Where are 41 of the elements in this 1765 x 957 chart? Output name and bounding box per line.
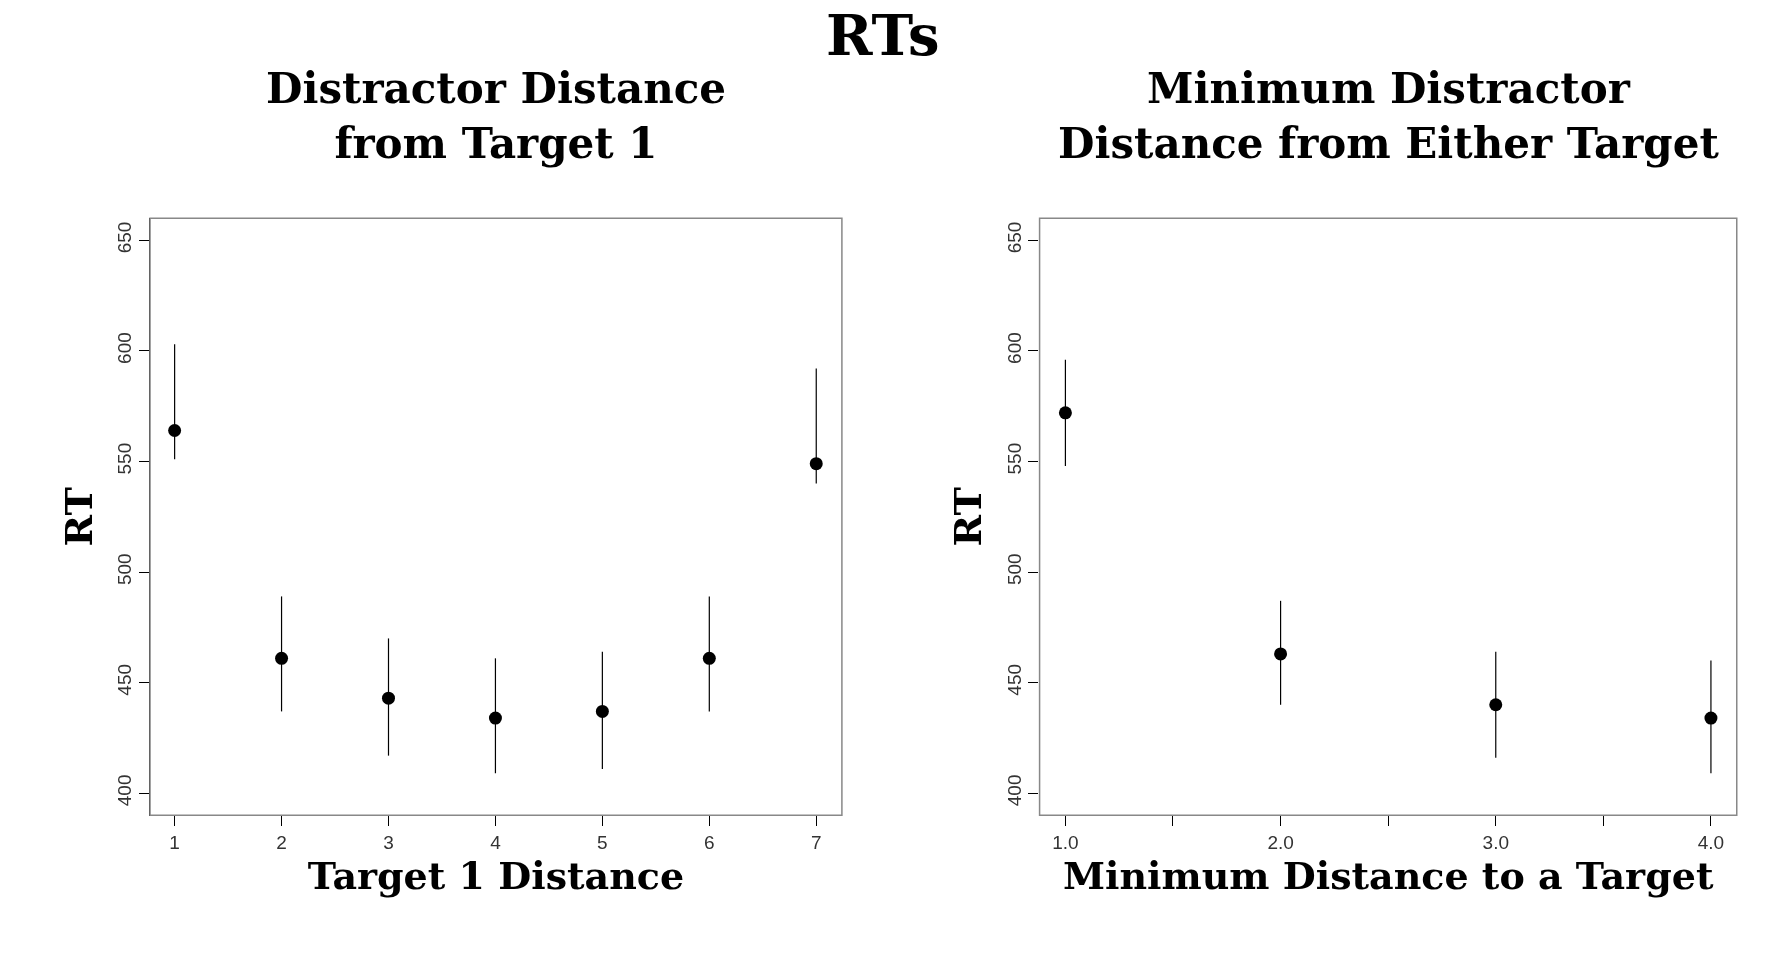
y-tick-label: 400 xyxy=(1003,774,1025,807)
x-tick-label: 7 xyxy=(810,832,822,854)
y-axis-title: RT xyxy=(55,487,101,547)
point xyxy=(702,651,716,665)
y-axis-title: RT xyxy=(945,487,991,547)
x-axis-title: Target 1 Distance xyxy=(307,853,685,899)
chart-title: Distractor Distance from Target 1 xyxy=(266,64,726,168)
x-tick-label: 4 xyxy=(490,832,502,854)
y-tick-label: 400 xyxy=(114,774,136,807)
x-tick-label: 6 xyxy=(704,832,715,854)
x-axis-title: Minimum Distance to a Target xyxy=(1062,853,1714,899)
point xyxy=(1704,711,1718,725)
point xyxy=(1274,647,1288,661)
point xyxy=(382,691,395,705)
chart-title: Minimum Distractor Distance from Either Target xyxy=(1058,64,1720,168)
y-tick-label: 450 xyxy=(1003,663,1025,696)
y-tick-label: 550 xyxy=(1003,442,1025,475)
y-tick-label: 650 xyxy=(114,221,136,254)
y-tick-label: 600 xyxy=(114,332,136,364)
y-tick-label: 500 xyxy=(114,553,136,586)
x-tick-label: 3.0 xyxy=(1482,832,1509,854)
point xyxy=(809,457,823,471)
x-tick-label: 2 xyxy=(276,832,287,854)
y-tick-label: 450 xyxy=(114,663,136,696)
point xyxy=(168,424,182,438)
point xyxy=(275,651,289,665)
point xyxy=(595,704,609,718)
x-tick-label: 1 xyxy=(169,832,180,854)
y-tick-label: 500 xyxy=(1003,553,1025,586)
x-tick-label: 3 xyxy=(383,832,394,854)
x-tick-label: 4.0 xyxy=(1697,832,1725,854)
x-tick-label: 2.0 xyxy=(1267,832,1294,854)
y-tick-label: 550 xyxy=(114,442,136,475)
point xyxy=(488,711,502,725)
x-tick-label: 1.0 xyxy=(1052,832,1079,854)
y-tick-label: 650 xyxy=(1003,221,1025,254)
x-tick-label: 5 xyxy=(597,832,608,854)
text: RTs xyxy=(826,2,940,68)
point xyxy=(1058,406,1072,420)
y-tick-label: 600 xyxy=(1003,332,1025,364)
point xyxy=(1489,698,1503,712)
